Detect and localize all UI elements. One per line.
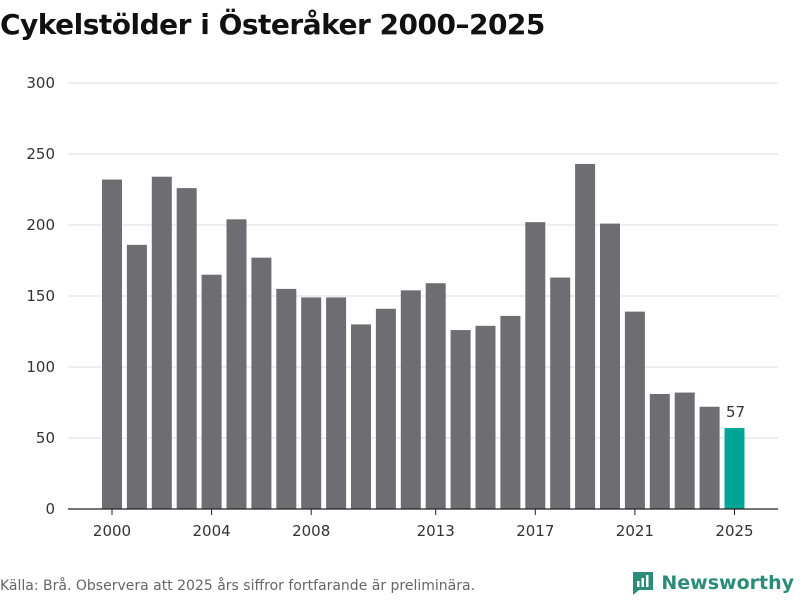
highlight-value-label: 57 (726, 403, 745, 421)
bar (151, 176, 172, 509)
bar-highlight (724, 428, 745, 509)
bar (351, 324, 371, 509)
bar (550, 277, 571, 509)
source-note: Källa: Brå. Observera att 2025 års siffr… (0, 578, 476, 594)
bar (102, 179, 122, 509)
y-tick-label: 300 (26, 74, 55, 92)
bars (102, 163, 745, 509)
x-tick-label: 2000 (93, 522, 131, 540)
bar (450, 330, 471, 509)
x-tick-label: 2021 (616, 522, 654, 540)
bar (649, 393, 670, 509)
x-axis-ticks: 2000 2004 2008 2013 2017 2021 2025 (93, 509, 754, 540)
y-tick-label: 50 (36, 429, 55, 447)
y-tick-label: 100 (26, 358, 55, 376)
bar (176, 188, 197, 509)
bar (326, 297, 347, 509)
brand-logo: Newsworthy (631, 570, 794, 596)
bar (525, 222, 546, 509)
bar (201, 274, 222, 509)
bar (251, 257, 272, 509)
bar (674, 392, 695, 509)
y-axis-ticks: 0 50 100 150 200 250 300 (26, 74, 55, 518)
y-tick-label: 150 (26, 287, 55, 305)
bar (400, 290, 421, 509)
bar (475, 325, 496, 509)
bar (600, 223, 620, 509)
brand-name: Newsworthy (661, 572, 794, 594)
newsworthy-logo-icon (633, 572, 654, 595)
y-tick-label: 200 (26, 216, 55, 234)
bar (575, 163, 596, 509)
bar (276, 288, 297, 509)
x-tick-label: 2008 (292, 522, 330, 540)
bar (126, 244, 147, 509)
bar (699, 406, 720, 509)
y-tick-label: 250 (26, 145, 55, 163)
x-tick-label: 2013 (417, 522, 455, 540)
x-tick-label: 2017 (516, 522, 554, 540)
bar (375, 308, 396, 509)
chart-title: Cykelstölder i Österåker 2000–2025 (0, 8, 545, 41)
bar (301, 297, 322, 509)
bar (500, 315, 521, 509)
bar (624, 311, 645, 509)
y-tick-label: 0 (45, 500, 55, 518)
x-tick-label: 2004 (193, 522, 231, 540)
bar (226, 219, 247, 509)
bar (425, 283, 446, 509)
grid-lines (68, 82, 778, 439)
x-tick-label: 2025 (715, 522, 753, 540)
